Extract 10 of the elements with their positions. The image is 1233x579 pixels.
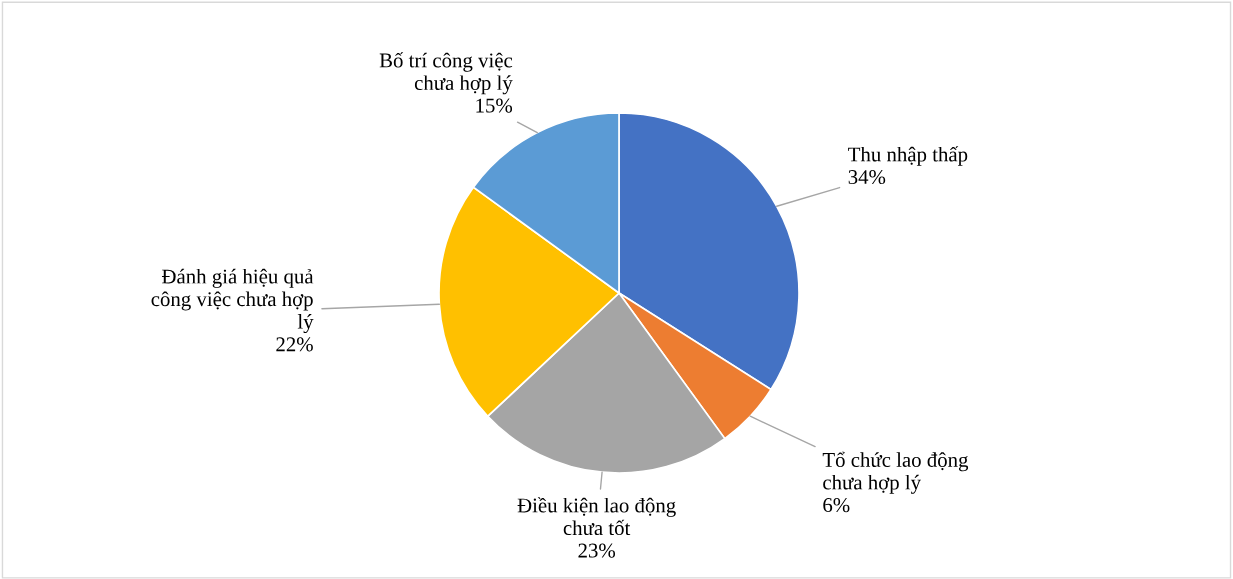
slice-label: Bố trí công việc chưa hợp lý [379,52,513,95]
data-label: 15% [476,98,513,113]
data-label: 34% [848,169,886,185]
data-label: 22% [276,337,313,352]
slice-label: Thu nhập thấp [848,146,968,166]
slice-label: Điều kiện lao động chưa tốt [517,497,676,536]
data-label: 23% [578,543,616,558]
data-label: 6% [823,498,850,513]
slice-label: Tổ chức lao động chưa hợp lý [822,451,969,494]
slice-label: Đánh giá hiệu quả công việc chưa hợp lý [151,268,314,334]
